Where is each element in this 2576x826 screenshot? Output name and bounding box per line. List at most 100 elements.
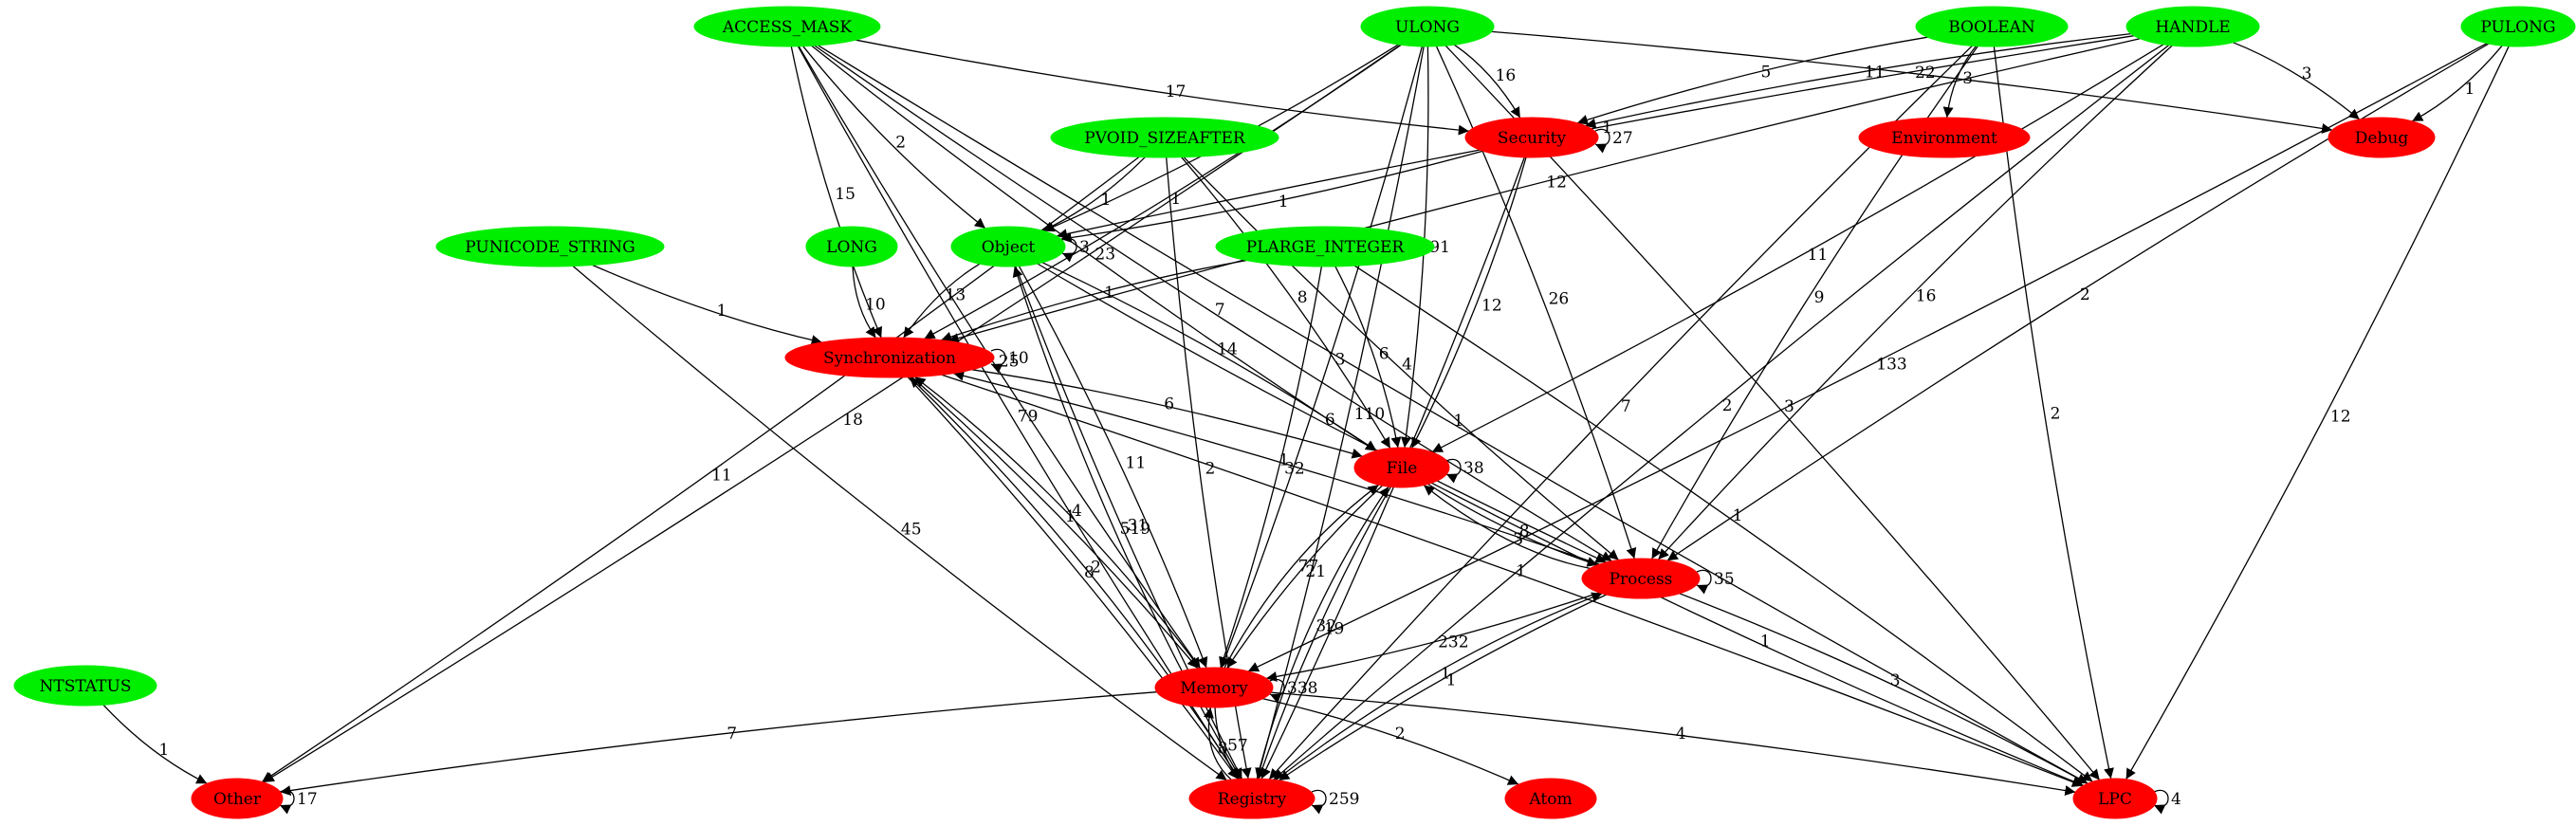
node-shape-handle: [2125, 6, 2260, 47]
edge-access-mask-to-synchronization: [790, 46, 883, 339]
edge-label-memory-to-file: 77: [1298, 557, 1319, 576]
edge-label-pvoid-sizeafter-to-object: 1: [1101, 191, 1112, 210]
edge-plarge-integer-to-memory: [1219, 266, 1323, 669]
edge-handle-to-security: [1585, 32, 2131, 129]
edge-memory-to-atom: [1262, 698, 1519, 785]
edge-handle-to-synchronization: [948, 38, 2141, 343]
node-shape-other: [191, 778, 284, 819]
self-loop-label-object: 3: [1079, 238, 1090, 257]
edge-ulong-to-security: [1453, 44, 1521, 119]
edge-label-ulong-to-lpc: 3: [1784, 397, 1794, 416]
edge-label-security-to-file: 12: [1481, 296, 1502, 315]
edge-label-registry-to-object: 519: [1120, 520, 1150, 539]
node-label-object: Object: [982, 238, 1036, 257]
edge-label-ulong-to-process: 26: [1549, 290, 1570, 309]
edge-label-ulong-to-memory: 3: [1335, 350, 1346, 369]
node-pulong: PULONG: [2460, 6, 2576, 47]
edge-synchronization-to-lpc: [941, 374, 2084, 787]
node-shape-pulong: [2460, 6, 2576, 47]
edge-registry-to-file: [1256, 486, 1389, 780]
node-shape-plarge-integer: [1215, 226, 1435, 267]
node-punicode-string: PUNICODE_STRING: [435, 226, 665, 267]
edge-security-to-object: [1060, 150, 1483, 243]
edge-memory-to-lpc: [1271, 691, 2076, 796]
edge-synchronization-to-memory: [911, 376, 1199, 670]
self-loop-file: [1445, 458, 1462, 484]
edge-label-boolean-to-lpc: 2: [2051, 404, 2061, 423]
node-label-process: Process: [1610, 570, 1673, 589]
edge-handle-to-registry: [1273, 45, 2170, 780]
edge-label-handle-to-registry: 2: [1722, 396, 1733, 415]
edge-label-object-to-file: 14: [1217, 340, 1238, 358]
self-loop-other: [279, 789, 295, 815]
node-shape-ulong: [1360, 6, 1495, 47]
node-label-file: File: [1387, 459, 1418, 478]
node-security: Security: [1464, 117, 1599, 158]
edge-security-to-file: [1410, 156, 1527, 449]
edge-ulong-to-synchronization: [924, 44, 1402, 340]
edge-label-pulong-to-memory: 133: [1876, 356, 1906, 375]
edge-access-mask-to-process: [814, 45, 1612, 562]
edge-label-handle-to-file: 11: [1808, 246, 1829, 265]
edge-registry-to-object: [1012, 266, 1242, 780]
self-loop-label-file: 38: [1463, 459, 1484, 478]
node-label-handle: HANDLE: [2155, 18, 2230, 37]
edge-label-registry-to-memory: 8: [1218, 739, 1228, 758]
edge-label-pvoid-sizeafter-to-file: 8: [1297, 288, 1308, 307]
edge-pulong-to-process: [1666, 43, 2490, 561]
edge-label-handle-to-debug: 3: [2302, 64, 2312, 83]
edge-ntstatus-to-other: [102, 704, 208, 784]
node-shape-long: [805, 226, 898, 267]
edge-label-object-to-memory: 11: [1126, 454, 1147, 473]
node-label-ulong: ULONG: [1395, 18, 1460, 37]
node-label-registry: Registry: [1218, 790, 1287, 809]
node-registry: Registry: [1188, 778, 1316, 819]
edge-label-file-to-lpc: 1: [1760, 632, 1771, 651]
node-label-security: Security: [1498, 129, 1567, 148]
edge-object-to-memory: [1018, 266, 1208, 669]
edge-label-handle-to-process: 16: [1916, 287, 1937, 306]
edge-pulong-to-lpc: [2125, 46, 2510, 780]
edge-handle-to-debug: [2233, 42, 2361, 120]
edge-file-to-memory: [1226, 485, 1383, 669]
edge-process-to-lpc: [1679, 593, 2088, 784]
self-loop-label-memory: 338: [1287, 679, 1317, 698]
node-shape-access-mask: [693, 6, 881, 47]
node-label-atom: Atom: [1528, 790, 1572, 809]
node-shape-synchronization: [784, 337, 995, 378]
node-shape-boolean: [1915, 6, 2069, 47]
node-object: Object: [950, 226, 1066, 267]
edge-label-pulong-to-lpc: 12: [2330, 407, 2351, 426]
edge-memory-to-registry: [1214, 707, 1240, 780]
edge-synchronization-to-file: [971, 369, 1363, 459]
edge-punicode-string-to-synchronization: [592, 264, 822, 345]
edge-label-object-to-registry: 31: [1128, 517, 1149, 536]
edge-boolean-to-environment: [1942, 46, 1977, 119]
edge-label-synchronization-to-file: 6: [1164, 395, 1174, 414]
self-loop-security: [1594, 128, 1610, 154]
edge-label-access-mask-to-file: 23: [1095, 246, 1115, 265]
node-synchronization: Synchronization: [784, 337, 995, 378]
self-loop-label-synchronization: 10: [1008, 349, 1029, 368]
self-loop-lpc: [2153, 789, 2169, 815]
edge-label-memory-to-atom: 2: [1395, 725, 1406, 743]
edge-pvoid-sizeafter-to-object: [1042, 156, 1146, 231]
edge-handle-to-object: [1056, 35, 2135, 240]
edge-ulong-to-memory: [1220, 46, 1424, 669]
edge-boolean-to-lpc: [1993, 46, 2114, 780]
node-shape-security: [1464, 117, 1599, 158]
edge-label-access-mask-to-object: 2: [895, 134, 906, 153]
edge-label-memory-to-registry: 57: [1227, 737, 1248, 756]
edge-label-access-mask-to-security: 17: [1166, 83, 1187, 101]
node-pvoid-sizeafter: PVOID_SIZEAFTER: [1050, 117, 1279, 158]
edge-label-pvoid-sizeafter-to-process: 4: [1402, 355, 1412, 374]
node-label-punicode-string: PUNICODE_STRING: [465, 238, 635, 257]
edge-label-memory-to-synchronization: 4: [1072, 502, 1082, 521]
self-loop-label-other: 17: [297, 790, 318, 809]
edge-plarge-integer-to-lpc: [1353, 265, 2093, 782]
edge-label-ulong-to-other: 18: [842, 411, 863, 430]
edge-registry-to-process: [1275, 592, 1603, 781]
edge-label-pvoid-sizeafter-to-other: 11: [711, 467, 732, 486]
